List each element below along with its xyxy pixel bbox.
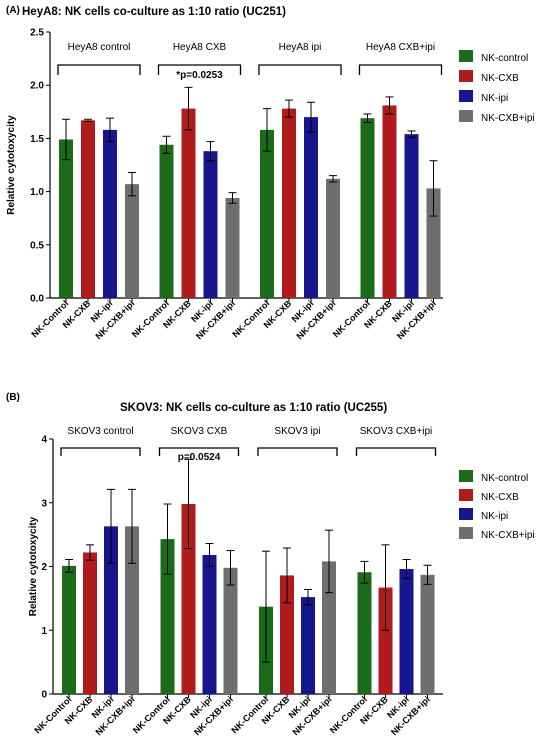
panel-b-legend-label: NK-CXB+ipi xyxy=(481,530,535,541)
panel-a-bar xyxy=(282,108,296,298)
panel-b-y-tick-label: 0 xyxy=(41,690,47,701)
panel-a-group-bracket xyxy=(258,64,342,75)
panel-b-bar xyxy=(357,572,372,694)
panel-a-bar xyxy=(125,184,139,298)
panel-b-bar xyxy=(181,504,196,694)
panel-a-legend-swatch xyxy=(459,110,473,122)
panel-a-legend-label: NK-CXB xyxy=(481,73,519,84)
panel-a-legend-label: NK-ipi xyxy=(481,93,508,104)
panel-a-y-tick-label: 2.0 xyxy=(30,81,44,92)
panel-b-bar xyxy=(104,526,118,694)
panel-b-bar xyxy=(420,574,435,694)
panel-a-group-bracket xyxy=(358,64,443,75)
panel-b-bar xyxy=(301,597,315,694)
panel-b-legend-swatch xyxy=(459,527,473,539)
panel-a-title: HeyA8: NK cells co-culture as 1:10 ratio… xyxy=(22,6,286,18)
panel-b-bar xyxy=(399,569,414,694)
panel-a-bar xyxy=(326,178,340,298)
panel-a-bar xyxy=(181,108,196,298)
panel-b-legend-label: NK-ipi xyxy=(481,511,508,522)
panel-a-group-bracket xyxy=(57,64,141,75)
panel-b-bar xyxy=(322,561,336,694)
panel-b-group-label: SKOV3 CXB+ipi xyxy=(360,426,433,437)
panel-a-legend-swatch xyxy=(459,70,473,82)
panel-a-bar xyxy=(81,120,95,298)
panel-b-bar xyxy=(280,575,294,694)
panel-b-bar xyxy=(378,587,393,694)
panel-a-bar xyxy=(404,134,419,298)
panel-b-y-tick-label: 1 xyxy=(41,626,47,637)
panel-a-group-label: HeyA8 control xyxy=(68,42,131,53)
panel-a-bar xyxy=(159,144,174,298)
panel-b-title: SKOV3: NK cells co-culture as 1:10 ratio… xyxy=(120,402,387,414)
panel-b-legend-label: NK-control xyxy=(481,473,528,484)
panel-b-bar xyxy=(83,552,97,694)
panel-a-bar xyxy=(225,197,240,298)
panel-a-bar xyxy=(382,105,397,298)
panel-a-group-bracket xyxy=(157,64,242,75)
panel-a-bar xyxy=(360,118,375,299)
panel-b-legend-swatch xyxy=(459,470,473,482)
panel-a-label: (A) xyxy=(6,5,20,16)
panel-a-legend-swatch xyxy=(459,50,473,62)
panel-a-bar xyxy=(203,151,218,298)
panel-a-bar xyxy=(304,117,318,299)
panel-b-y-tick-label: 2 xyxy=(41,562,47,573)
panel-a-y-label: Relative cytotoxycity xyxy=(6,115,17,215)
panel-b-group-label: SKOV3 control xyxy=(67,426,133,437)
panel-b-bar xyxy=(62,565,76,694)
panel-a-y-tick-label: 0.0 xyxy=(30,294,44,305)
panel-b-legend-label: NK-CXB xyxy=(481,492,519,503)
panel-b-label: (B) xyxy=(6,392,20,403)
panel-a-legend-swatch xyxy=(459,90,473,102)
panel-a-y-tick-label: 1.0 xyxy=(30,187,44,198)
panel-a-group-label: HeyA8 CXB+ipi xyxy=(366,42,435,53)
panel-b-group-bracket xyxy=(355,447,437,456)
panel-b-bar xyxy=(160,539,175,694)
panel-b-group-bracket xyxy=(257,447,338,456)
panel-b-group-label: SKOV3 ipi xyxy=(274,426,320,437)
panel-a-y-tick-label: 2.5 xyxy=(30,28,44,39)
panel-b-legend-swatch xyxy=(459,508,473,520)
panel-a-p-value: *p=0.0253 xyxy=(176,70,223,81)
panel-a-bar xyxy=(260,129,274,298)
panel-b-bar xyxy=(202,555,217,694)
panel-a-group-label: HeyA8 CXB xyxy=(173,42,227,53)
panel-b-group-bracket xyxy=(60,447,141,456)
panel-b-y-tick-label: 4 xyxy=(41,435,47,446)
panel-a-legend-label: NK-CXB+ipi xyxy=(481,113,535,124)
panel-a-bar xyxy=(103,129,117,298)
panel-b-bar xyxy=(125,526,139,694)
panel-b-legend-swatch xyxy=(459,489,473,501)
panel-b-bar xyxy=(223,567,238,694)
panel-a-group-label: HeyA8 ipi xyxy=(279,42,322,53)
panel-a-y-tick-label: 0.5 xyxy=(30,240,44,251)
panel-b-y-tick-label: 3 xyxy=(41,498,47,509)
panel-a-legend-label: NK-control xyxy=(481,53,528,64)
panel-a-bar xyxy=(59,139,73,298)
panel-b-y-label: Relative cytotoxycity xyxy=(28,516,39,616)
panel-b-p-value: p=0.0524 xyxy=(178,452,221,463)
panel-b-group-label: SKOV3 CXB xyxy=(171,426,228,437)
panel-a-y-tick-label: 1.5 xyxy=(30,134,44,145)
panel-b-group-bracket xyxy=(158,447,240,456)
